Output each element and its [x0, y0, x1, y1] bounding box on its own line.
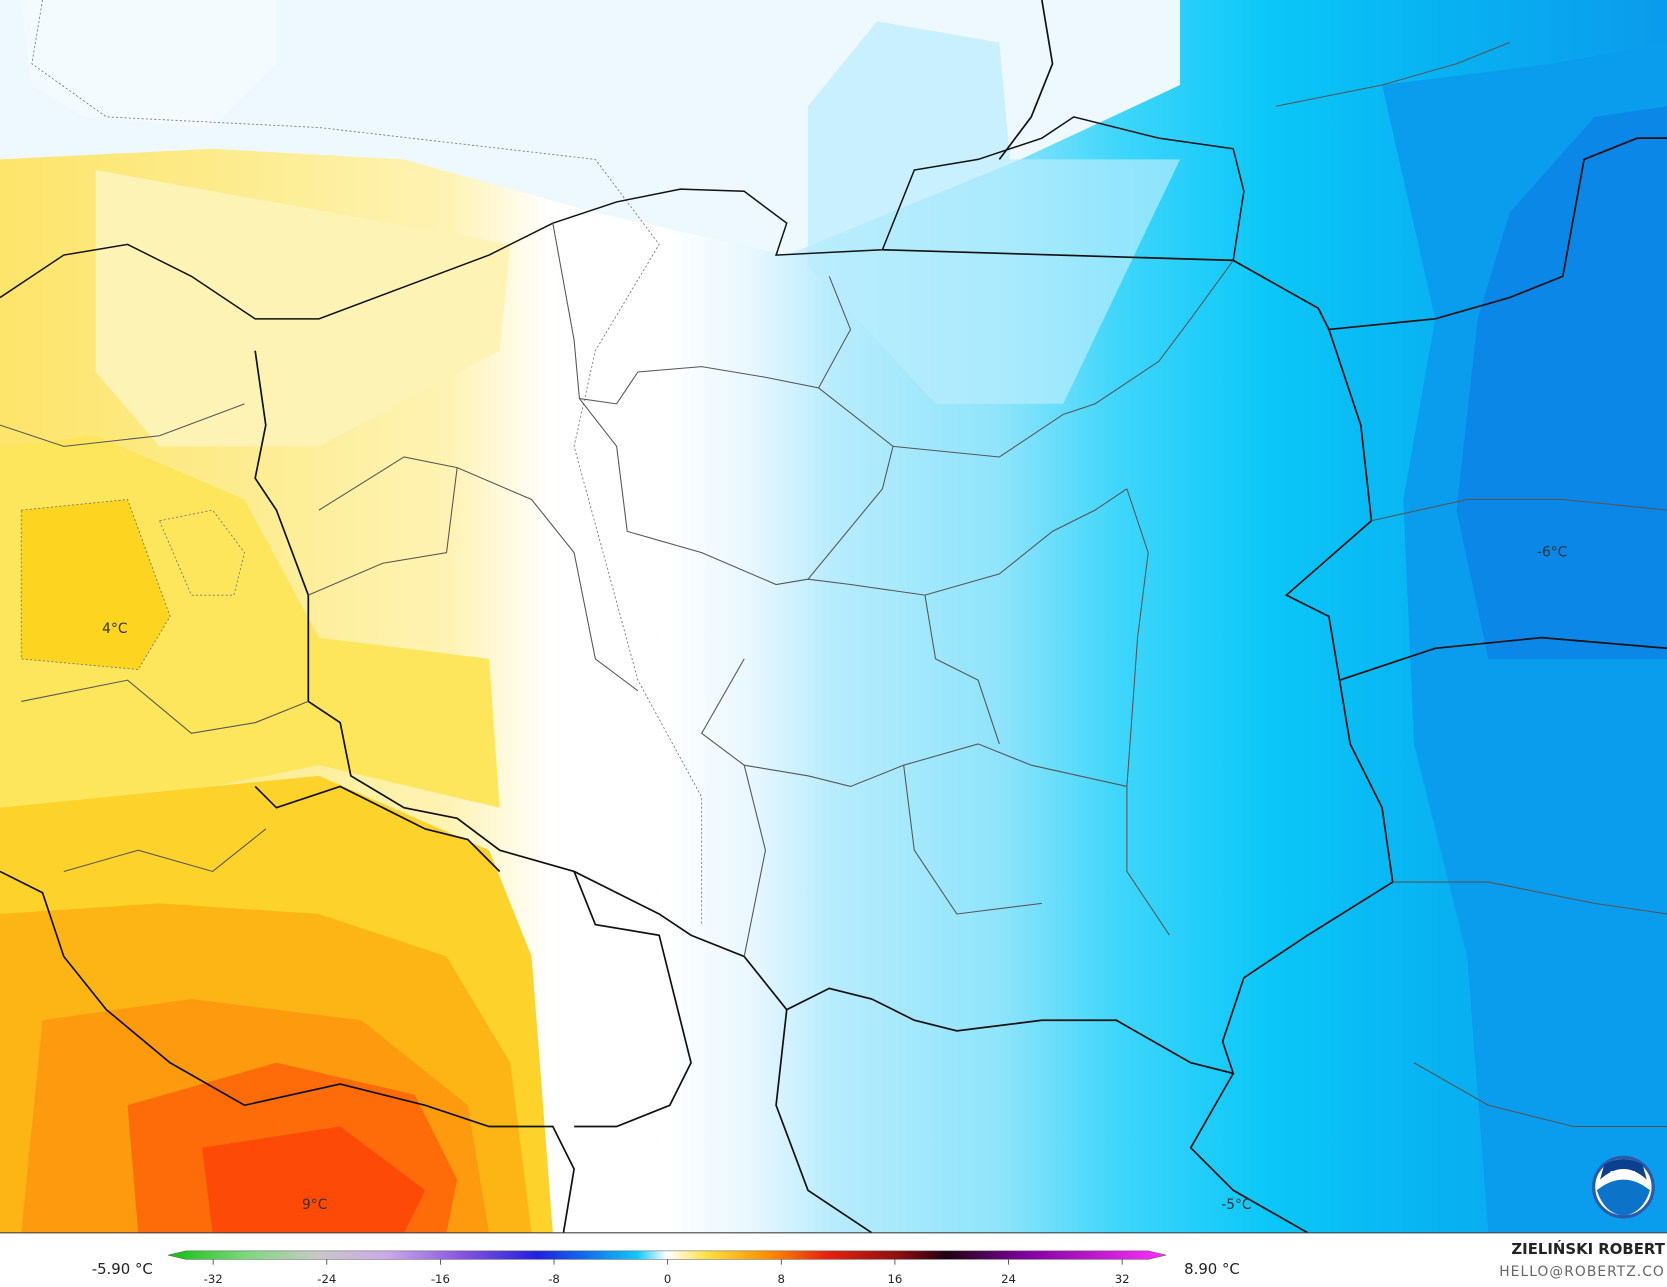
scale-tick-label: -32 — [204, 1272, 223, 1286]
color-scale — [167, 1250, 1167, 1260]
min-value: -5.90 °C — [92, 1260, 153, 1278]
temperature-label: 4°C — [102, 621, 127, 637]
logo: NOAA — [1592, 1155, 1655, 1219]
logo-text: NOAA — [1610, 1171, 1638, 1181]
regions — [0, 42, 1667, 1128]
legend-background — [0, 1232, 1667, 1287]
scale-tick-label: 16 — [887, 1272, 902, 1286]
scale-tick-label: 8 — [778, 1272, 785, 1286]
email: HELLO@ROBERTZ.CO — [1499, 1264, 1665, 1280]
max-value: 8.90 °C — [1184, 1260, 1240, 1278]
scale-tick-label: -24 — [317, 1272, 336, 1286]
scale-tick-label: -16 — [431, 1272, 450, 1286]
author: ZIELIŃSKI ROBERT — [1511, 1240, 1665, 1258]
temperature-field — [0, 0, 1667, 1233]
scale-tick-label: 32 — [1115, 1272, 1130, 1286]
temperature-label: 9°C — [302, 1197, 327, 1213]
scale-tick-label: 0 — [664, 1272, 671, 1286]
isotherms — [20, 0, 703, 925]
scale-tick-label: -8 — [548, 1272, 560, 1286]
temperature-label: -5°C — [1221, 1197, 1251, 1213]
temperature-label: -6°C — [1537, 545, 1567, 561]
borders — [0, 0, 1667, 1234]
scale-tick-label: 24 — [1001, 1272, 1016, 1286]
